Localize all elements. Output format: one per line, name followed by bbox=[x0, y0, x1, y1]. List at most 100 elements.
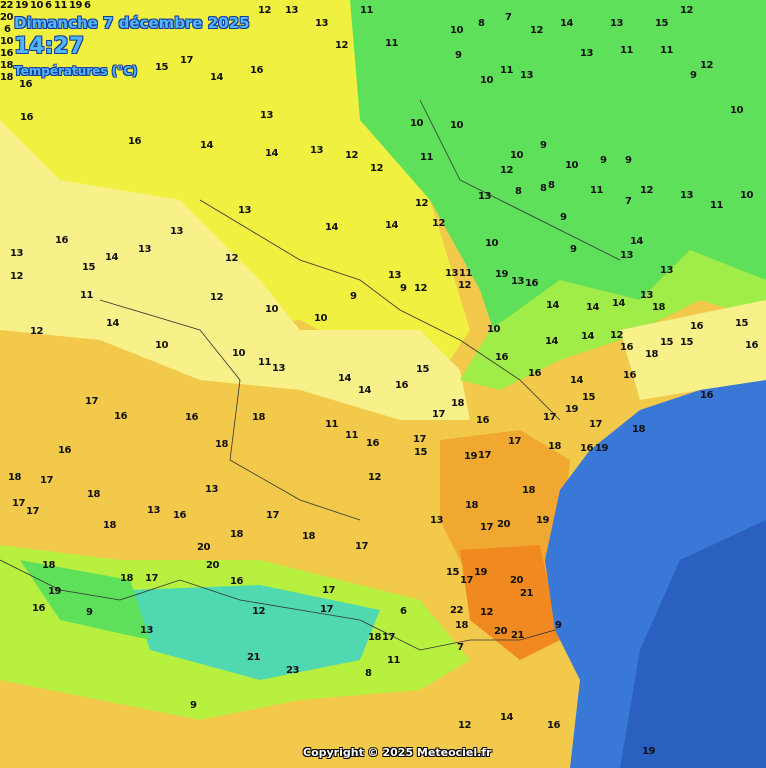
station-temperature: 8 bbox=[478, 18, 485, 29]
station-temperature: 10 bbox=[485, 238, 498, 249]
station-temperature: 18 bbox=[0, 72, 13, 83]
station-temperature: 17 bbox=[432, 409, 445, 420]
station-temperature: 13 bbox=[260, 110, 273, 121]
station-temperature: 23 bbox=[286, 665, 299, 676]
station-temperature: 14 bbox=[200, 140, 213, 151]
station-temperature: 13 bbox=[205, 484, 218, 495]
station-temperature: 12 bbox=[414, 283, 427, 294]
station-temperature: 9 bbox=[350, 291, 357, 302]
station-temperature: 17 bbox=[320, 604, 333, 615]
station-temperature: 13 bbox=[640, 290, 653, 301]
station-temperature: 14 bbox=[210, 72, 223, 83]
station-temperature: 13 bbox=[138, 244, 151, 255]
station-temperature: 15 bbox=[82, 262, 95, 273]
station-temperature: 13 bbox=[272, 363, 285, 374]
station-temperature: 12 bbox=[345, 150, 358, 161]
mountain-core bbox=[20, 560, 150, 640]
station-temperature: 19 bbox=[495, 269, 508, 280]
station-temperature: 18 bbox=[645, 349, 658, 360]
station-temperature: 19 bbox=[15, 0, 28, 11]
station-temperature: 16 bbox=[745, 340, 758, 351]
station-temperature: 14 bbox=[325, 222, 338, 233]
station-temperature: 17 bbox=[382, 632, 395, 643]
coast-yellow-zone bbox=[620, 300, 766, 400]
station-temperature: 16 bbox=[395, 380, 408, 391]
borders bbox=[0, 99, 621, 651]
station-temperature: 8 bbox=[515, 186, 522, 197]
station-temperature: 14 bbox=[358, 385, 371, 396]
station-temperature: 17 bbox=[543, 412, 556, 423]
station-temperature: 13 bbox=[620, 250, 633, 261]
station-temperature: 12 bbox=[530, 25, 543, 36]
station-temperature: 15 bbox=[446, 567, 459, 578]
station-temperature: 7 bbox=[625, 196, 632, 207]
station-temperature: 14 bbox=[560, 18, 573, 29]
map-date: Dimanche 7 décembre 2025 bbox=[14, 14, 250, 32]
station-temperature: 11 bbox=[620, 45, 633, 56]
station-temperature: 18 bbox=[302, 531, 315, 542]
station-temperature: 14 bbox=[500, 712, 513, 723]
station-temperature: 9 bbox=[540, 140, 547, 151]
station-temperature: 16 bbox=[547, 720, 560, 731]
station-temperature: 9 bbox=[86, 607, 93, 618]
station-temperature: 14 bbox=[586, 302, 599, 313]
station-temperature: 10 bbox=[450, 25, 463, 36]
station-temperature: 14 bbox=[570, 375, 583, 386]
station-temperature: 16 bbox=[250, 65, 263, 76]
station-temperature: 10 bbox=[740, 190, 753, 201]
station-temperature: 10 bbox=[232, 348, 245, 359]
station-temperature: 17 bbox=[355, 541, 368, 552]
station-temperature: 8 bbox=[365, 668, 372, 679]
station-temperature: 22 bbox=[0, 0, 13, 11]
station-temperature: 6 bbox=[45, 0, 52, 11]
station-temperature: 17 bbox=[480, 522, 493, 533]
station-temperature: 15 bbox=[735, 318, 748, 329]
station-temperature: 13 bbox=[610, 18, 623, 29]
station-temperature: 13 bbox=[520, 70, 533, 81]
station-temperature: 21 bbox=[520, 588, 533, 599]
station-temperature: 9 bbox=[600, 155, 607, 166]
station-temperature: 10 bbox=[487, 324, 500, 335]
mountain-zone bbox=[130, 585, 380, 680]
station-temperature: 11 bbox=[500, 65, 513, 76]
station-temperature: 11 bbox=[710, 200, 723, 211]
station-temperature: 13 bbox=[147, 505, 160, 516]
station-temperature: 18 bbox=[252, 412, 265, 423]
station-temperature: 9 bbox=[455, 50, 462, 61]
station-temperature: 9 bbox=[560, 212, 567, 223]
station-temperature: 12 bbox=[30, 326, 43, 337]
station-temperature: 18 bbox=[451, 398, 464, 409]
station-temperature: 18 bbox=[120, 573, 133, 584]
station-temperature: 18 bbox=[548, 441, 561, 452]
station-temperature: 12 bbox=[480, 607, 493, 618]
station-temperature: 12 bbox=[210, 292, 223, 303]
copyright: Copyright © 2025 Meteociel.fr bbox=[303, 746, 492, 759]
station-temperature: 13 bbox=[140, 625, 153, 636]
station-temperature: 13 bbox=[310, 145, 323, 156]
station-temperature: 11 bbox=[258, 357, 271, 368]
station-temperature: 11 bbox=[420, 152, 433, 163]
station-temperature: 17 bbox=[589, 419, 602, 430]
station-temperature: 12 bbox=[458, 280, 471, 291]
station-temperature: 16 bbox=[19, 79, 32, 90]
light-green-zone bbox=[460, 250, 766, 390]
station-temperature: 17 bbox=[40, 475, 53, 486]
station-temperature: 14 bbox=[265, 148, 278, 159]
station-temperature: 18 bbox=[215, 439, 228, 450]
station-temperature: 10 bbox=[730, 105, 743, 116]
station-temperature: 11 bbox=[385, 38, 398, 49]
station-temperature: 8 bbox=[540, 183, 547, 194]
station-temperature: 7 bbox=[505, 12, 512, 23]
station-temperature: 18 bbox=[87, 489, 100, 500]
station-temperature: 11 bbox=[590, 185, 603, 196]
station-temperature: 17 bbox=[26, 506, 39, 517]
station-temperature: 15 bbox=[582, 392, 595, 403]
station-temperature: 13 bbox=[170, 226, 183, 237]
station-temperature: 12 bbox=[432, 218, 445, 229]
station-temperature: 10 bbox=[30, 0, 43, 11]
station-temperature: 19 bbox=[69, 0, 82, 11]
station-temperature: 12 bbox=[415, 198, 428, 209]
deep-sea bbox=[620, 520, 766, 768]
station-temperature: 20 bbox=[497, 519, 510, 530]
